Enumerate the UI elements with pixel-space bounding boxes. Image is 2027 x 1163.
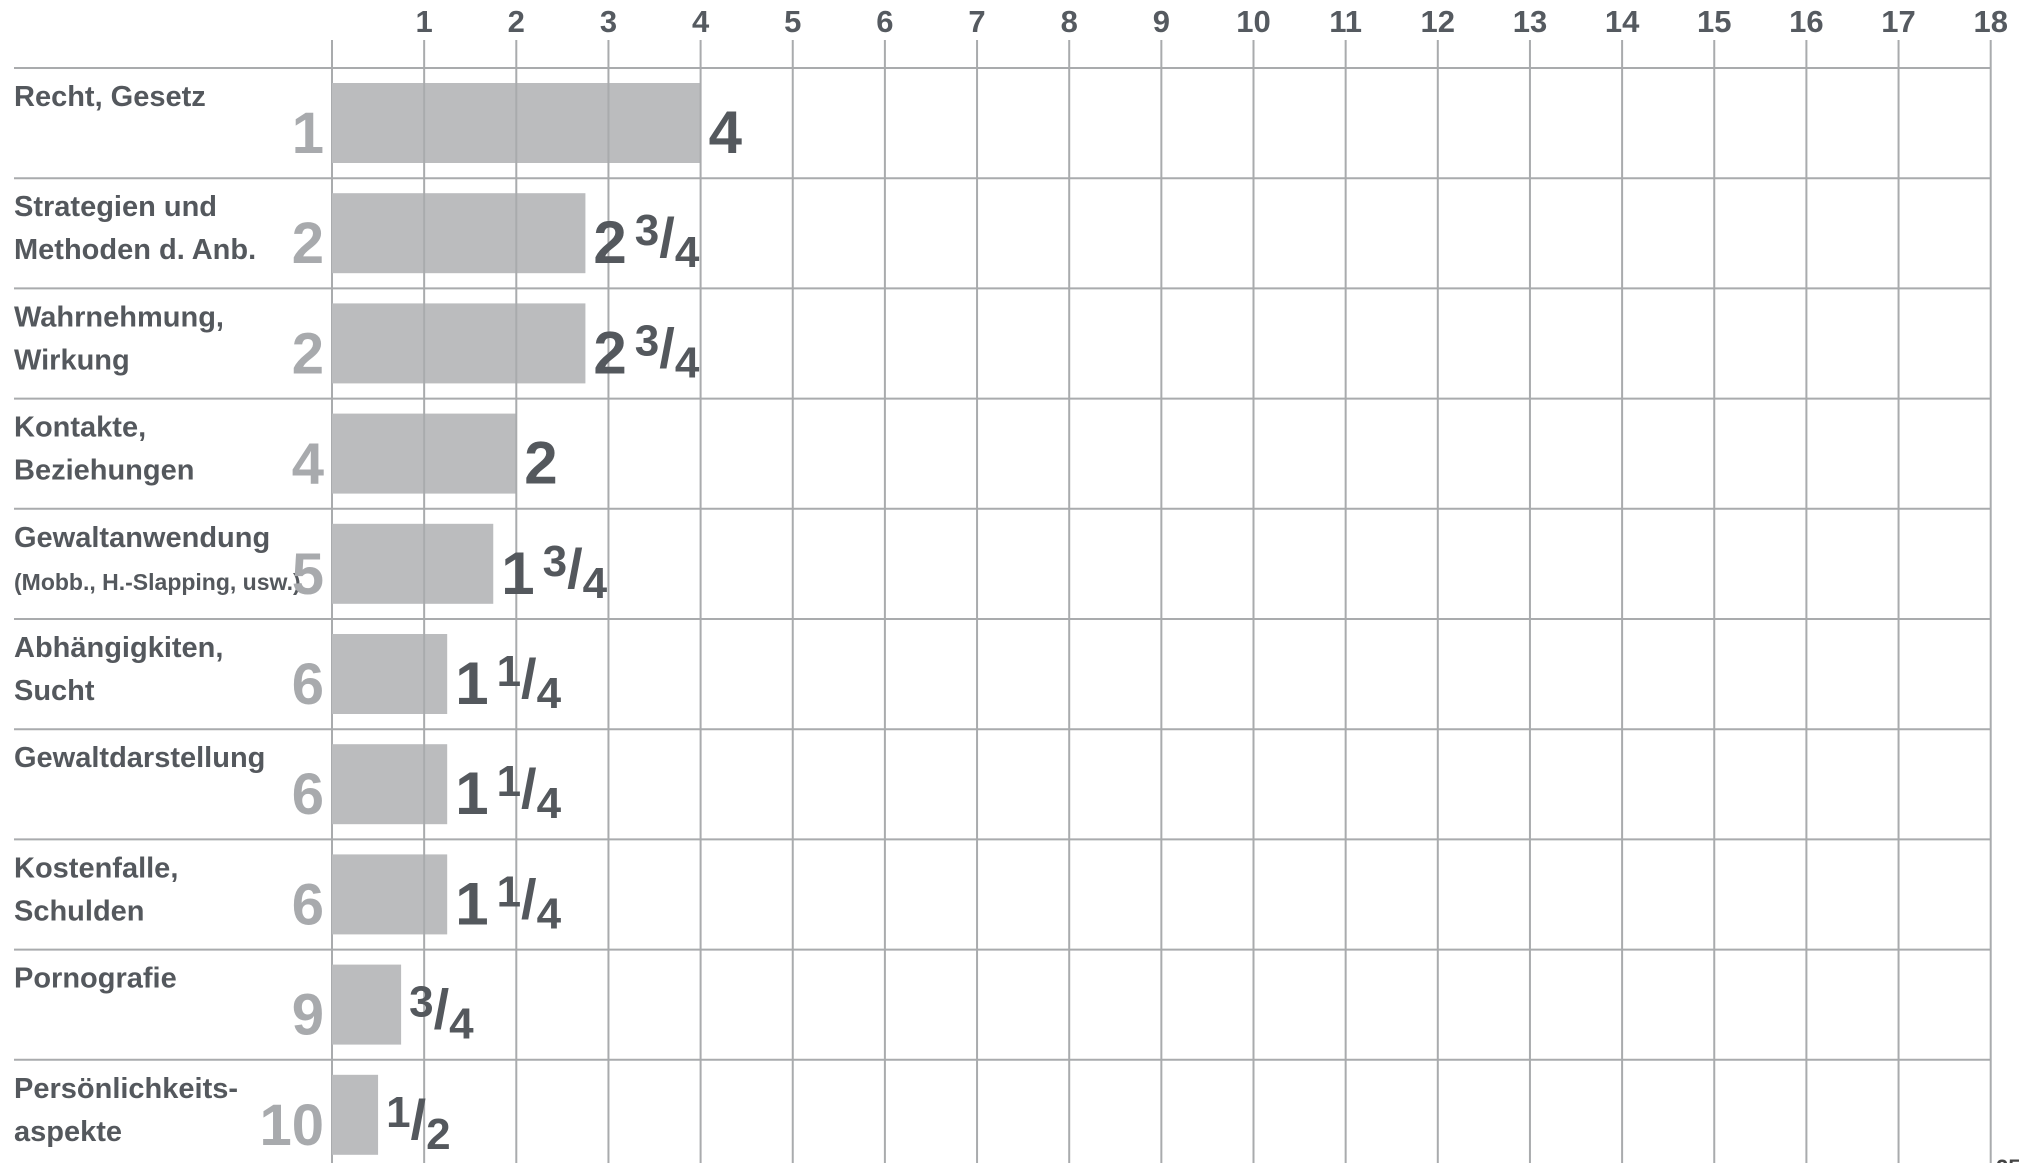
x-tick-label: 17: [1881, 4, 1915, 39]
x-axis-ticks: 1 2 3 4 5 6 7 8 9 10 11 12 13 14 15 16 17 18: [416, 4, 2008, 1163]
value-label: 1/2: [386, 1088, 451, 1159]
rank-label: 6: [292, 652, 324, 717]
bar: [332, 964, 402, 1045]
category-labels: Recht, Gesetz 1 4 Strategien und Methoden d.…: [14, 81, 743, 1159]
rank-label: 9: [292, 983, 324, 1048]
category-label: Persönlichkeits-: [14, 1073, 238, 1105]
bar: [332, 193, 586, 274]
category-label: Gewaltdarstellung: [14, 742, 265, 774]
value-label: 1 3/4: [501, 537, 607, 608]
category-label: Pornografie: [14, 963, 177, 995]
category-label: Kostenfalle,: [14, 852, 178, 884]
x-tick-label: 4: [692, 4, 710, 39]
x-tick-label: 8: [1061, 4, 1078, 39]
x-tick-label: 18: [1973, 4, 2007, 39]
x-tick-label: 14: [1605, 4, 1640, 39]
x-tick-label: 16: [1789, 4, 1823, 39]
x-tick-label: 15: [1697, 4, 1731, 39]
category-label: Wirkung: [14, 344, 130, 376]
x-tick-label: 9: [1153, 4, 1170, 39]
x-tick-label: 2: [508, 4, 525, 39]
rank-label: 10: [259, 1093, 324, 1158]
category-label: (Mobb., H.-Slapping, usw.): [14, 569, 301, 595]
rank-label: 2: [292, 321, 324, 386]
x-tick-label: 10: [1236, 4, 1270, 39]
value-label: 2 3/4: [593, 206, 699, 277]
bar: [332, 854, 448, 935]
bar: [332, 303, 586, 384]
category-label: Wahrnehmung,: [14, 301, 224, 333]
category-label: Kontakte,: [14, 412, 146, 444]
value-label: 1 1/4: [455, 757, 561, 828]
rank-label: 1: [292, 101, 324, 166]
rank-label: 5: [292, 542, 324, 607]
rank-label: 2: [292, 211, 324, 276]
category-label: Sucht: [14, 675, 95, 707]
value-label: 3/4: [409, 978, 474, 1049]
value-label: 4: [709, 99, 743, 166]
x-tick-label: 6: [876, 4, 893, 39]
rank-label: 6: [292, 762, 324, 827]
bar: [332, 744, 448, 825]
x-tick-label: 11: [1329, 4, 1362, 39]
x-tick-label: 5: [784, 4, 801, 39]
category-label: Recht, Gesetz: [14, 81, 206, 113]
bar: [332, 634, 448, 714]
x-tick-label: 1: [416, 4, 433, 39]
category-label: Methoden d. Anb.: [14, 234, 256, 266]
category-label: Schulden: [14, 895, 145, 927]
x-tick-label: 12: [1421, 4, 1455, 39]
category-label: Gewaltanwendung: [14, 522, 270, 554]
bar: [332, 523, 494, 604]
category-label: Strategien und: [14, 191, 217, 223]
value-label: 2 3/4: [593, 316, 699, 387]
value-label: 2: [524, 430, 557, 497]
x-tick-label: 13: [1513, 4, 1547, 39]
bar: [332, 1074, 379, 1155]
rank-label: 4: [292, 432, 324, 497]
x-tick-label: 3: [600, 4, 617, 39]
value-label: 1 1/4: [455, 647, 561, 718]
value-label: 1 1/4: [455, 867, 561, 938]
x-tick-label: 7: [968, 4, 985, 39]
category-label: aspekte: [14, 1116, 122, 1148]
rank-label: 6: [292, 872, 324, 937]
category-label: Abhängigkiten,: [14, 632, 223, 664]
category-label: Beziehungen: [14, 455, 194, 487]
page-number: 25: [1996, 1155, 2020, 1163]
